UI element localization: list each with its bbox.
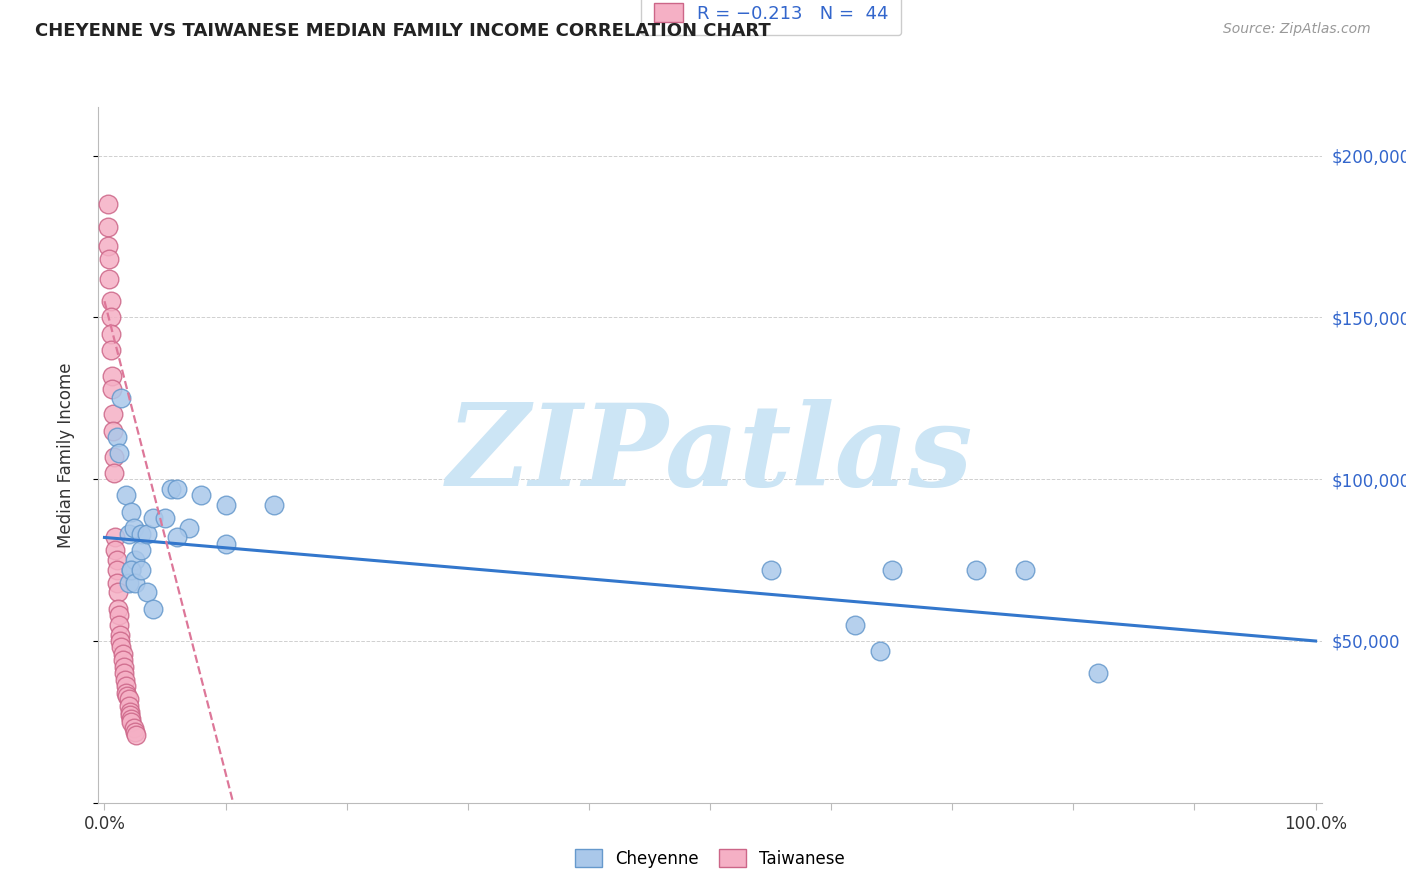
Point <box>125 728 148 742</box>
Point <box>759 563 782 577</box>
Point <box>190 488 212 502</box>
Point <box>115 686 138 700</box>
Point <box>115 679 138 693</box>
Point <box>98 271 121 285</box>
Point <box>124 575 146 590</box>
Point <box>214 498 236 512</box>
Point <box>101 424 124 438</box>
Point <box>120 504 142 518</box>
Text: CHEYENNE VS TAIWANESE MEDIAN FAMILY INCOME CORRELATION CHART: CHEYENNE VS TAIWANESE MEDIAN FAMILY INCO… <box>35 22 770 40</box>
Point <box>111 647 134 661</box>
Point <box>166 531 188 545</box>
Point <box>100 326 122 341</box>
Point <box>129 543 152 558</box>
Point <box>122 521 145 535</box>
Point <box>118 705 141 719</box>
Y-axis label: Median Family Income: Median Family Income <box>56 362 75 548</box>
Text: Source: ZipAtlas.com: Source: ZipAtlas.com <box>1223 22 1371 37</box>
Point <box>120 714 142 729</box>
Point <box>115 488 138 502</box>
Point <box>107 585 129 599</box>
Point <box>135 585 157 599</box>
Point <box>100 368 122 383</box>
Point <box>160 482 183 496</box>
Point <box>117 689 139 703</box>
Point <box>118 575 141 590</box>
Point <box>100 310 122 325</box>
Point <box>869 643 891 657</box>
Point <box>114 673 136 687</box>
Point <box>263 498 285 512</box>
Point <box>100 343 122 357</box>
Point <box>129 527 152 541</box>
Point <box>124 553 146 567</box>
Point <box>110 627 132 641</box>
Point <box>107 601 129 615</box>
Text: ZIPatlas: ZIPatlas <box>447 400 973 510</box>
Point <box>108 617 131 632</box>
Point <box>97 239 120 253</box>
Point <box>110 640 132 655</box>
Point <box>153 511 176 525</box>
Point <box>118 527 141 541</box>
Point <box>105 430 128 444</box>
Point <box>100 382 122 396</box>
Point <box>966 563 988 577</box>
Point <box>124 724 146 739</box>
Point <box>108 446 131 460</box>
Point <box>104 531 127 545</box>
Point <box>1087 666 1109 681</box>
Point <box>105 553 128 567</box>
Point <box>100 294 122 309</box>
Point <box>118 708 141 723</box>
Point <box>105 563 128 577</box>
Point <box>1014 563 1036 577</box>
Point <box>104 543 127 558</box>
Point <box>105 575 128 590</box>
Point <box>214 537 236 551</box>
Point <box>844 617 866 632</box>
Point <box>120 563 142 577</box>
Point <box>110 392 132 406</box>
Point <box>129 563 152 577</box>
Point <box>120 563 142 577</box>
Point <box>112 660 135 674</box>
Point <box>103 450 125 464</box>
Point <box>112 666 135 681</box>
Point <box>108 608 131 623</box>
Point <box>135 527 157 541</box>
Point <box>118 698 141 713</box>
Point <box>97 197 120 211</box>
Point <box>118 692 141 706</box>
Legend: Cheyenne, Taiwanese: Cheyenne, Taiwanese <box>568 842 852 874</box>
Point <box>110 634 132 648</box>
Point <box>179 521 201 535</box>
Point <box>166 482 188 496</box>
Point <box>98 252 121 267</box>
Point <box>142 511 165 525</box>
Point <box>120 712 142 726</box>
Point <box>122 722 145 736</box>
Point <box>111 653 134 667</box>
Point <box>103 466 125 480</box>
Point <box>101 408 124 422</box>
Point <box>880 563 903 577</box>
Point <box>97 219 120 234</box>
Point <box>142 601 165 615</box>
